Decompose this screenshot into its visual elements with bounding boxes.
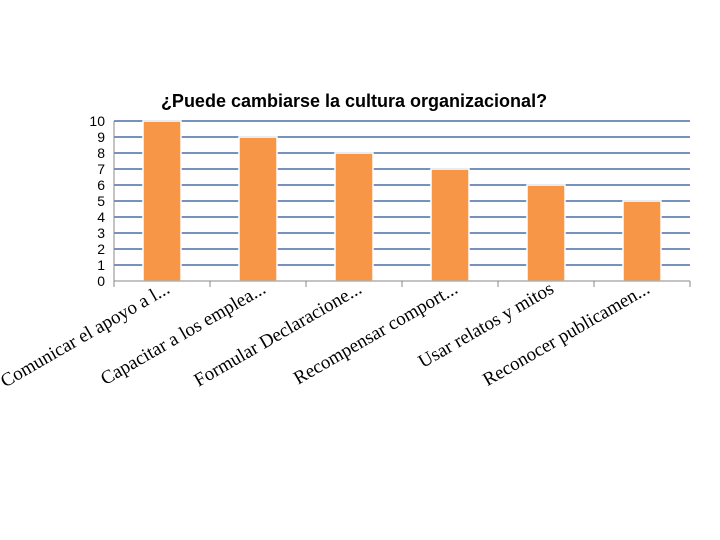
bar bbox=[526, 184, 566, 282]
y-tick-label: 7 bbox=[97, 161, 105, 177]
x-tick-label: Comunicar el apoyo a l... bbox=[0, 278, 173, 392]
chart-title: ¿Puede cambiarse la cultura organizacion… bbox=[161, 91, 547, 111]
x-tick-label: Reconocer publicamen... bbox=[479, 278, 653, 391]
bar bbox=[430, 168, 470, 282]
x-tick-labels: Comunicar el apoyo a l...Capacitar a los… bbox=[0, 278, 654, 392]
axes bbox=[113, 121, 691, 287]
y-tick-label: 6 bbox=[97, 177, 105, 193]
y-tick-label: 4 bbox=[97, 209, 105, 225]
x-tick-label: Recompensar comport... bbox=[290, 278, 461, 389]
y-tick-label: 2 bbox=[97, 241, 105, 257]
y-tick-label: 5 bbox=[97, 193, 105, 209]
bar bbox=[334, 152, 374, 282]
y-tick-label: 10 bbox=[89, 113, 105, 129]
y-tick-label: 9 bbox=[97, 129, 105, 145]
x-tick-label: Capacitar a los emplea... bbox=[97, 278, 269, 390]
gridlines bbox=[114, 120, 690, 266]
y-tick-label: 0 bbox=[97, 273, 105, 289]
bar bbox=[238, 136, 278, 282]
x-tick-label: Formular Declaracione... bbox=[191, 278, 366, 391]
y-tick-label: 8 bbox=[97, 145, 105, 161]
y-tick-label: 1 bbox=[97, 257, 105, 273]
bar bbox=[142, 120, 182, 282]
y-tick-label: 3 bbox=[97, 225, 105, 241]
bar bbox=[622, 200, 662, 282]
